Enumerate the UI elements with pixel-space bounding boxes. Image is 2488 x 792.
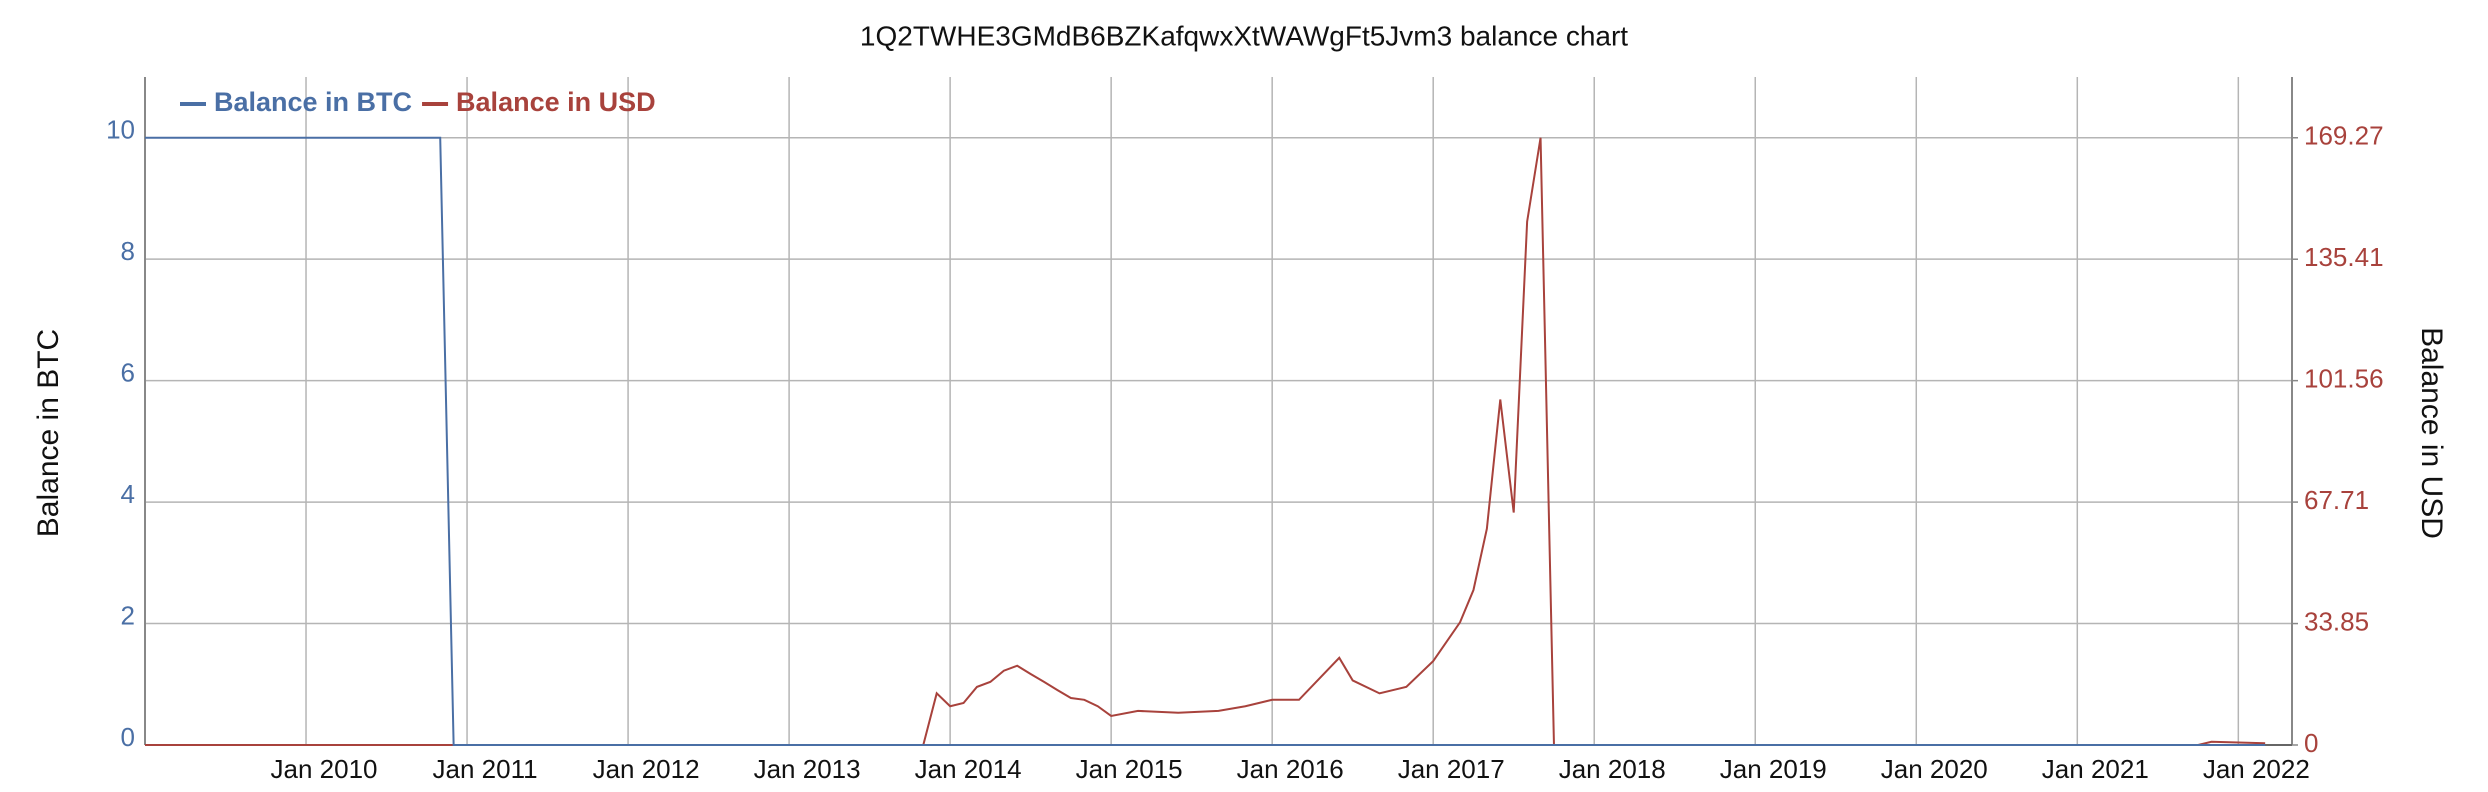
series-line	[145, 136, 2266, 746]
y2-tick-label: 101.56	[2304, 364, 2384, 394]
y2-tick-label: 0	[2304, 728, 2318, 758]
x-tick-label: Jan 2014	[915, 754, 1022, 784]
y-tick-label: 6	[121, 358, 135, 388]
legend-label: Balance in USD	[456, 87, 656, 117]
x-tick-label: Jan 2016	[1237, 754, 1344, 784]
legend-label: Balance in BTC	[214, 87, 412, 117]
x-tick-label: Jan 2019	[1720, 754, 1827, 784]
x-tick-label: Jan 2017	[1398, 754, 1505, 784]
y2-tick-label: 67.71	[2304, 485, 2369, 515]
y-axis-title: Balance in BTC	[32, 329, 65, 537]
y2-tick-label: 135.41	[2304, 242, 2384, 272]
y2-axis-title: Balance in USD	[2415, 327, 2448, 539]
y2-tick-label: 33.85	[2304, 606, 2369, 636]
y-tick-label: 8	[121, 236, 135, 266]
x-tick-label: Jan 2021	[2042, 754, 2149, 784]
y2-tick-label: 169.27	[2304, 121, 2384, 151]
y-tick-label: 10	[106, 115, 135, 145]
series-line	[145, 137, 2266, 746]
x-tick-label: Jan 2013	[754, 754, 861, 784]
x-tick-label: Jan 2010	[271, 754, 378, 784]
y-tick-label: 2	[121, 600, 135, 630]
x-tick-label: Jan 2011	[433, 754, 538, 784]
y-tick-label: 4	[121, 479, 135, 509]
x-tick-label: Jan 2020	[1881, 754, 1988, 784]
y-tick-label: 0	[121, 722, 135, 752]
x-tick-label: Jan 2018	[1559, 754, 1666, 784]
x-tick-label: Jan 2022	[2203, 754, 2310, 784]
chart-title: 1Q2TWHE3GMdB6BZKafqwxXtWAWgFt5Jvm3 balan…	[860, 20, 1628, 51]
x-tick-label: Jan 2015	[1076, 754, 1183, 784]
x-tick-label: Jan 2012	[593, 754, 700, 784]
